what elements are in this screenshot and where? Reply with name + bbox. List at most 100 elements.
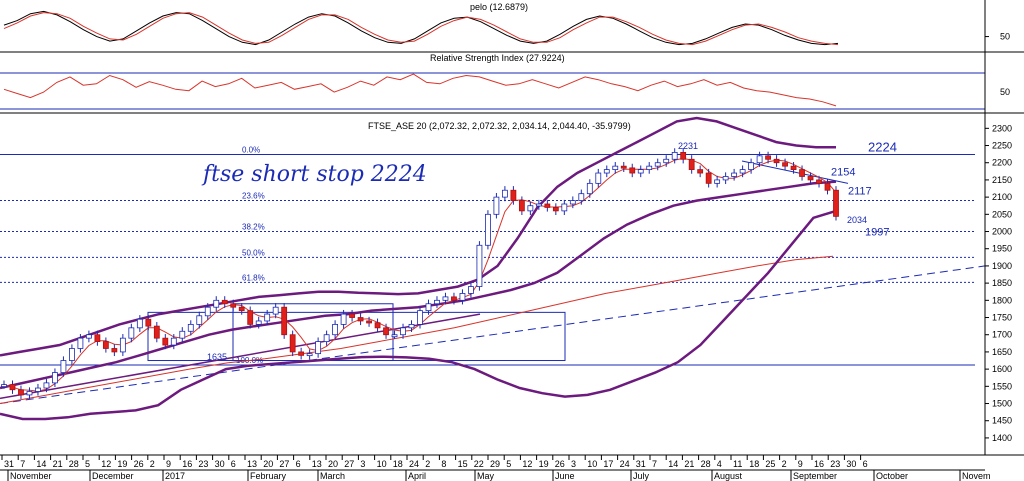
candle-body	[816, 179, 822, 184]
rsi-series-line	[3, 73, 837, 107]
x-tick-label: 18	[749, 459, 759, 469]
candle-body	[739, 169, 746, 174]
candle-body	[434, 299, 440, 305]
chart-annotation: 2034	[847, 215, 867, 225]
candle-body	[255, 320, 262, 325]
candle-body	[400, 327, 406, 336]
candle-body	[18, 389, 24, 396]
candle-body	[153, 325, 160, 339]
x-tick-label: 27	[344, 459, 354, 469]
candle-body	[544, 203, 551, 208]
x-tick-label: 7	[20, 459, 25, 469]
candle-body	[35, 387, 41, 392]
month-label: April	[408, 471, 426, 481]
price-tick-label: 2100	[992, 192, 1012, 202]
candle-body	[493, 196, 500, 215]
rsi-panel: 50	[0, 72, 1010, 110]
x-tick-label: 26	[555, 459, 565, 469]
candle-body	[451, 296, 457, 301]
x-tick-label: 29	[490, 459, 500, 469]
chart-annotation: 2154	[831, 167, 855, 179]
price-tick-label: 2200	[992, 158, 1012, 168]
candle-body	[247, 310, 254, 325]
x-tick-label: 31	[636, 459, 646, 469]
candle-body	[111, 348, 118, 353]
price-tick-label: 1950	[992, 244, 1012, 254]
candle-body	[485, 213, 491, 246]
candle-body	[315, 341, 322, 355]
candle-body	[518, 200, 525, 212]
x-tick-label: 21	[53, 459, 63, 469]
candle-body	[69, 348, 75, 361]
chart-annotation: 2117	[848, 185, 872, 197]
x-tick-label: 23	[830, 459, 840, 469]
x-tick-label: 20	[263, 459, 273, 469]
candle-body	[264, 313, 271, 322]
x-tick-label: 11	[733, 459, 742, 469]
candle-body	[510, 189, 517, 201]
candle-body	[94, 334, 101, 343]
price-tick-label: 2150	[992, 175, 1012, 185]
x-tick-label: 24	[620, 459, 630, 469]
x-tick-label: 2	[782, 459, 787, 469]
x-tick-label: 31	[4, 459, 14, 469]
rsi-title: Relative Strength Index (27.9224)	[430, 53, 565, 63]
price-title: FTSE_ASE 20 (2,072.32, 2,072.32, 2,034.1…	[368, 121, 631, 131]
month-label: 2017	[165, 471, 185, 481]
x-tick-label: 10	[377, 459, 387, 469]
fib-level-label: 0.0%	[242, 145, 260, 154]
candle-body	[374, 322, 381, 329]
candle-body	[714, 179, 721, 184]
month-label: September	[793, 471, 837, 481]
price-tick-label: 1400	[992, 433, 1012, 443]
month-label: June	[555, 471, 575, 481]
x-tick-label: 6	[231, 459, 236, 469]
month-label: November	[10, 471, 52, 481]
candle-body	[578, 193, 585, 201]
x-tick-label: 16	[814, 459, 824, 469]
candle-body	[629, 167, 636, 174]
candle-body	[9, 384, 16, 391]
month-label: May	[477, 471, 495, 481]
candle-body	[323, 334, 330, 343]
candle-body	[756, 155, 763, 164]
month-label: February	[250, 471, 287, 481]
candle-body	[221, 299, 228, 305]
candle-body	[535, 203, 542, 207]
x-tick-label: 24	[409, 459, 419, 469]
x-tick-label: 22	[474, 459, 484, 469]
candle-body	[824, 182, 831, 191]
candle-body	[145, 318, 152, 327]
month-label: July	[633, 471, 650, 481]
candle-body	[298, 351, 305, 356]
candle-body	[705, 172, 712, 184]
pelo-title: pelo (12.6879)	[470, 2, 528, 12]
candle-body	[782, 162, 788, 167]
candle-body	[773, 158, 780, 164]
candle-body	[671, 151, 678, 160]
x-tick-label: 16	[182, 459, 192, 469]
candle-body	[85, 334, 92, 339]
price-tick-label: 2250	[992, 141, 1012, 151]
candle-body	[646, 165, 653, 171]
candle-body	[332, 323, 339, 336]
fib-level-label: 61.8%	[242, 273, 265, 282]
x-tick-label: 7	[652, 459, 657, 469]
candle-body	[603, 169, 610, 174]
x-tick-label: 28	[701, 459, 711, 469]
x-tick-label: 30	[215, 459, 225, 469]
candle-body	[595, 172, 602, 184]
candle-body	[697, 169, 704, 174]
candle-body	[680, 151, 687, 160]
candle-body	[187, 323, 194, 332]
candle-body	[527, 205, 534, 212]
x-tick-label: 9	[166, 459, 171, 469]
x-tick-label: 2	[425, 459, 430, 469]
x-tick-label: 19	[117, 459, 127, 469]
candle-body	[654, 162, 661, 167]
price-tick-label: 1500	[992, 399, 1012, 409]
month-label: August	[714, 471, 743, 481]
chart-annotation: 1997	[865, 227, 889, 239]
x-tick-label: 9	[798, 459, 803, 469]
price-tick-label: 1800	[992, 295, 1012, 305]
